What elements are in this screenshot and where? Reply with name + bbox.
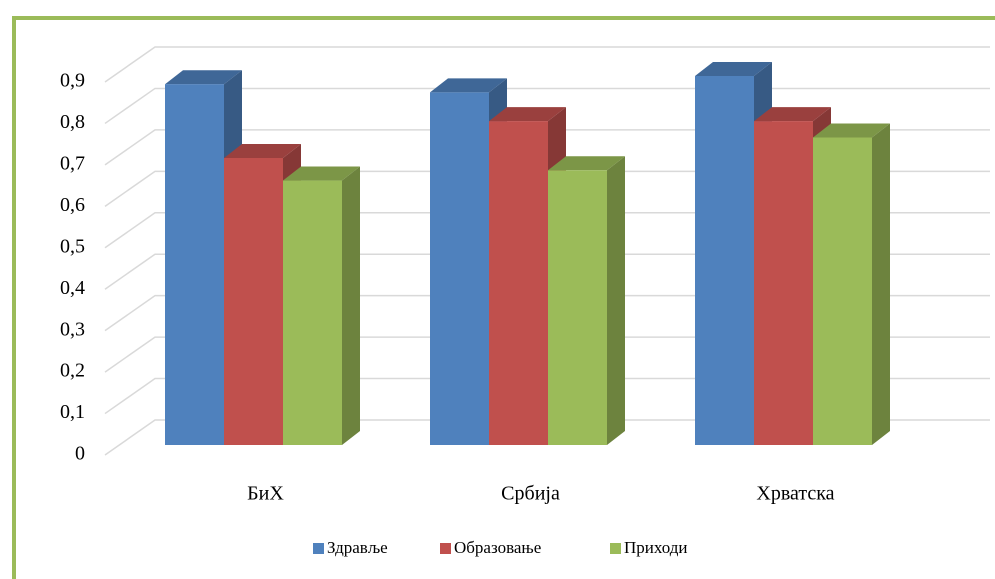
y-tick-label: 0,8	[60, 111, 85, 133]
x-tick-label: Хрватска	[756, 483, 834, 505]
bar-side	[872, 123, 890, 445]
legend-label: Здравље	[327, 538, 388, 557]
legend-label: Образовање	[454, 538, 541, 557]
legend: Здравље Образовање Приходи	[313, 538, 687, 557]
y-tick-label: 0,7	[60, 152, 85, 174]
bar	[430, 92, 489, 446]
bar	[754, 121, 813, 445]
bar-top	[489, 107, 566, 122]
x-tick-label: Србија	[501, 483, 560, 505]
bar	[813, 137, 872, 445]
y-tick-label: 0,5	[60, 235, 85, 257]
bar-top	[430, 78, 507, 93]
bar	[548, 170, 607, 446]
y-tick-label: 0,9	[60, 70, 85, 92]
y-tick-label: 0,3	[60, 318, 85, 340]
y-tick-label: 0,1	[60, 401, 85, 423]
y-tick-label: 0	[75, 443, 85, 465]
frame	[12, 16, 995, 579]
bar-top	[548, 156, 625, 171]
bar	[489, 121, 548, 445]
bar-side	[607, 156, 625, 446]
x-tick-label: БиХ	[247, 483, 284, 505]
bar-top	[754, 107, 831, 122]
bar-top	[813, 123, 890, 138]
legend-swatch	[440, 543, 451, 554]
bar-side	[342, 166, 360, 446]
bar	[695, 76, 754, 445]
bar-top	[695, 62, 772, 76]
bar	[283, 180, 342, 446]
bar-top	[224, 144, 301, 158]
y-tick-label: 0,2	[60, 360, 85, 382]
bar-top	[165, 70, 242, 85]
legend-swatch	[313, 543, 324, 554]
bar	[224, 158, 283, 445]
y-tick-label: 0,6	[60, 194, 85, 216]
bar	[165, 84, 224, 445]
y-tick-label: 0,4	[60, 277, 85, 299]
grid-line	[104, 46, 990, 83]
legend-label: Приходи	[624, 538, 687, 557]
bar-top	[283, 166, 360, 181]
legend-swatch	[610, 543, 621, 554]
